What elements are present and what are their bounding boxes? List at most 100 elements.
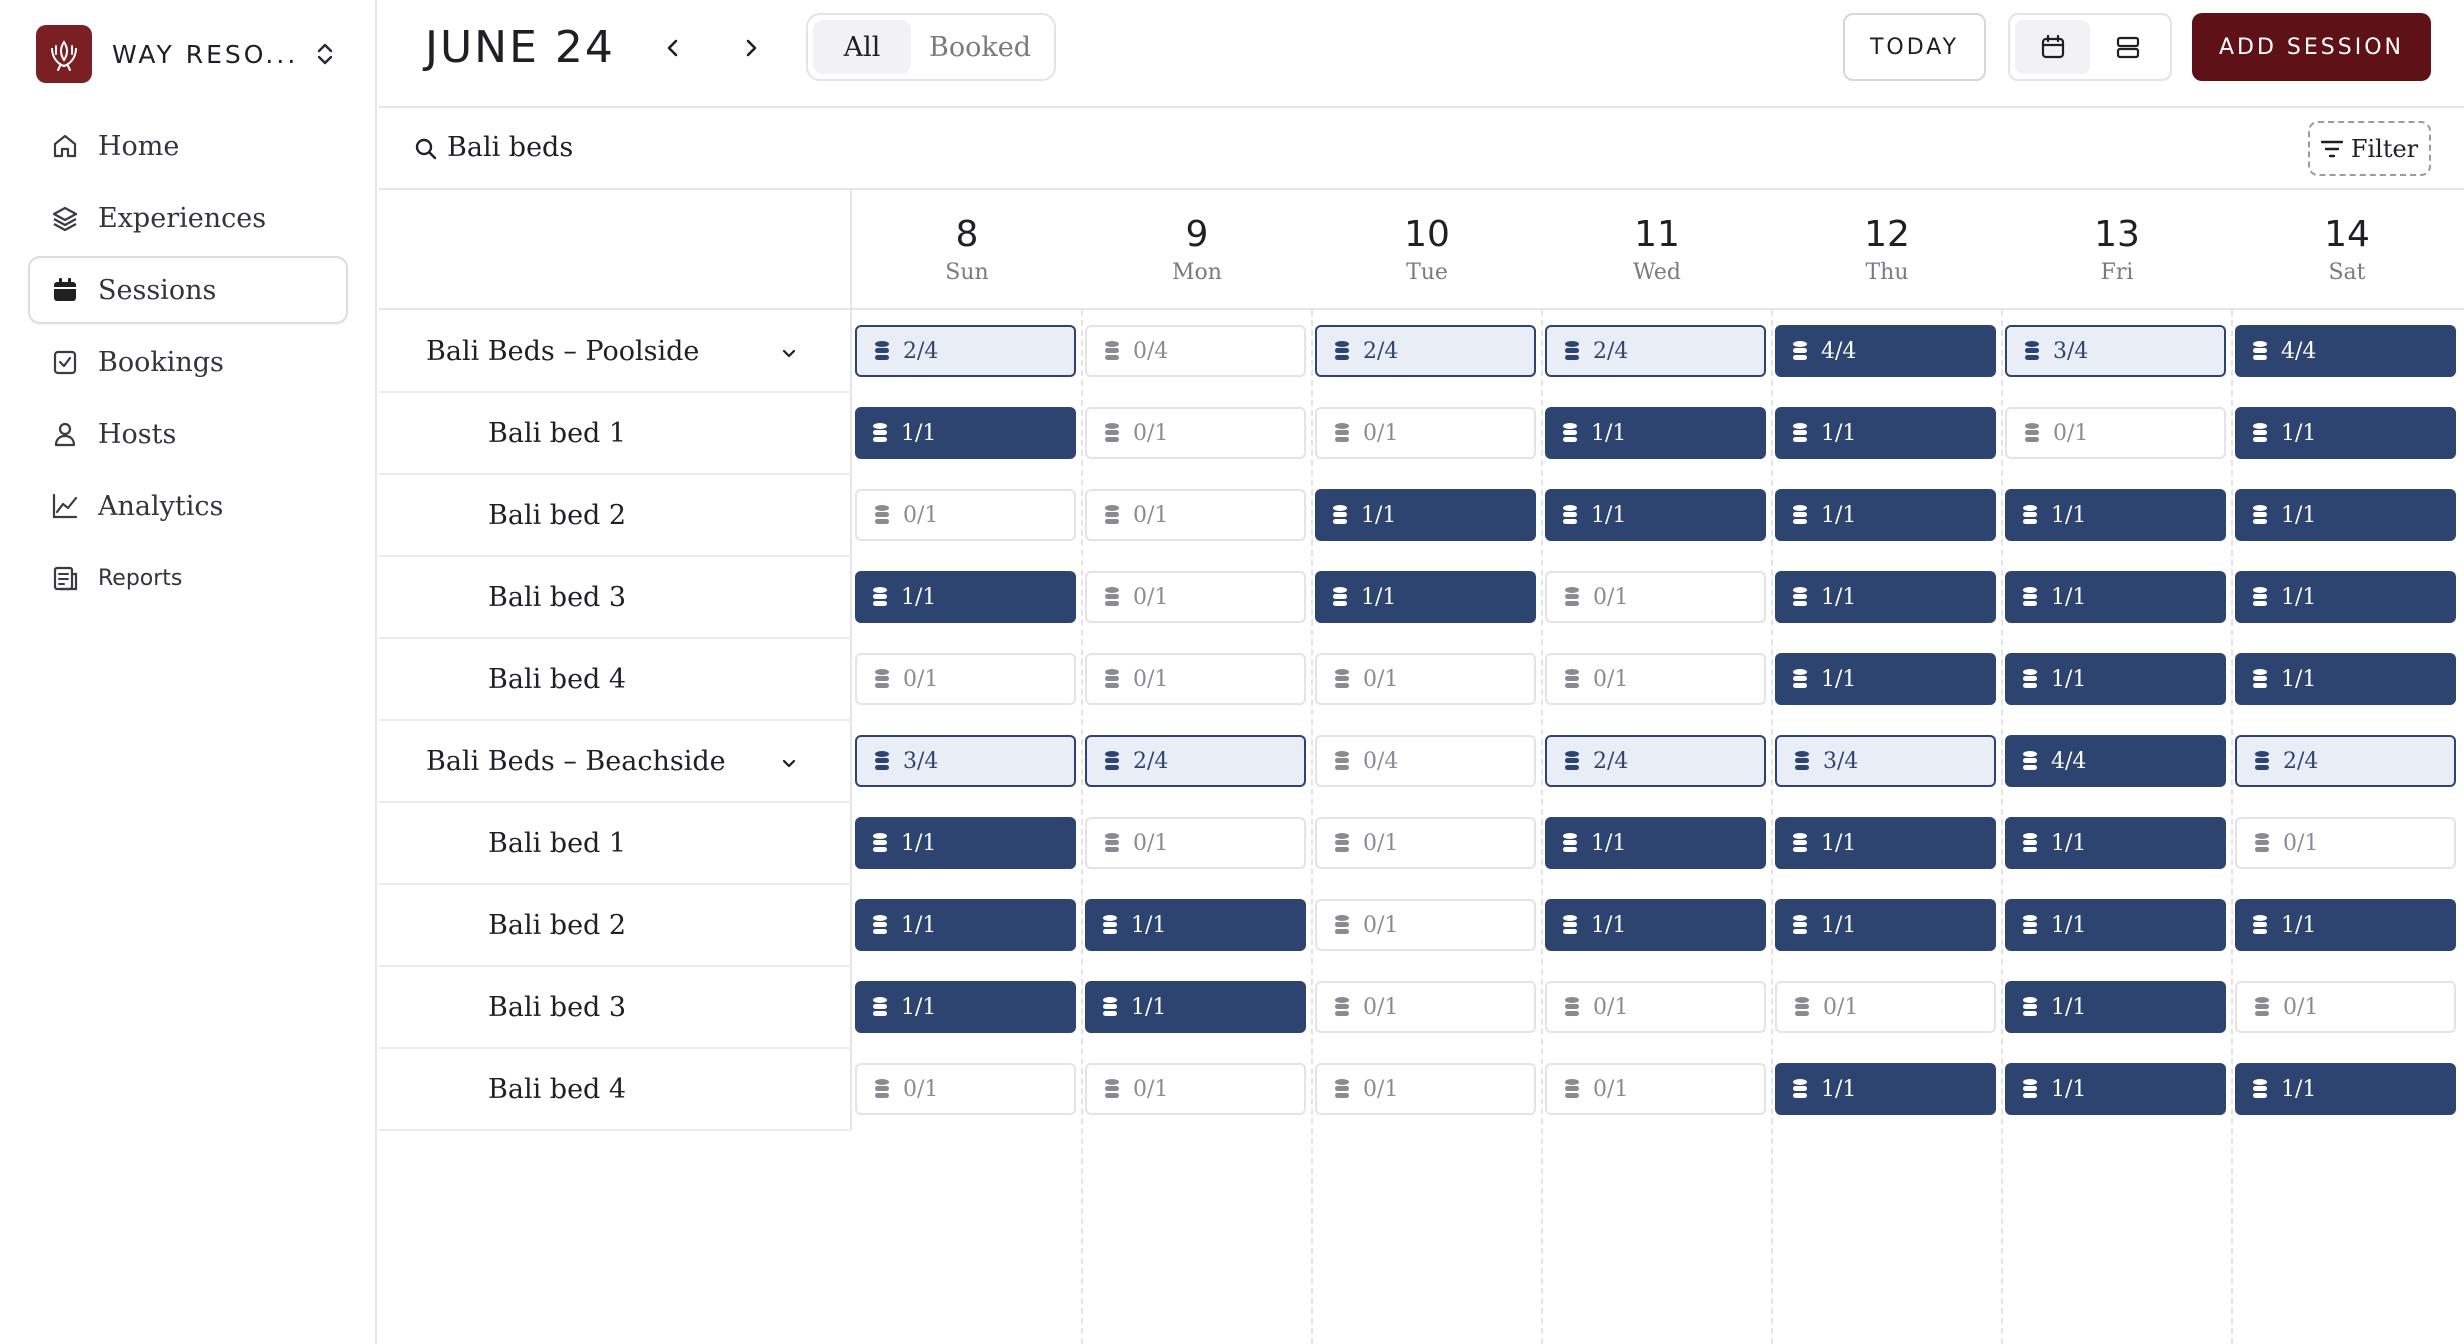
session-cell[interactable]: 0/1 [1085, 817, 1306, 869]
chevron-up-down-icon[interactable] [312, 39, 338, 69]
session-cell[interactable]: 1/1 [1315, 571, 1536, 623]
session-cell[interactable]: 0/1 [855, 1063, 1076, 1115]
session-cell[interactable]: 1/1 [2005, 571, 2226, 623]
workspace-switcher[interactable]: WAY RESO... [36, 25, 348, 83]
session-cell[interactable]: 0/1 [2235, 981, 2456, 1033]
session-cell[interactable]: 1/1 [1775, 653, 1996, 705]
session-cell[interactable]: 0/1 [2005, 407, 2226, 459]
day-number: 13 [2094, 214, 2140, 255]
list-view-button[interactable] [2090, 20, 2165, 74]
session-cell[interactable]: 1/1 [1545, 407, 1766, 459]
day-name: Wed [1633, 260, 1681, 285]
session-cell[interactable]: 0/1 [1315, 1063, 1536, 1115]
session-cell[interactable]: 1/1 [855, 899, 1076, 951]
session-cell[interactable]: 1/1 [2235, 899, 2456, 951]
session-cell[interactable]: 1/1 [1775, 407, 1996, 459]
session-cell[interactable]: 1/1 [2005, 653, 2226, 705]
session-cell[interactable]: 1/1 [1775, 899, 1996, 951]
session-cell[interactable]: 1/1 [1775, 817, 1996, 869]
sidebar-item-sessions[interactable]: Sessions [28, 256, 348, 324]
session-cell[interactable]: 1/1 [1545, 489, 1766, 541]
session-cell[interactable]: 0/1 [1085, 1063, 1306, 1115]
group-session-summary[interactable]: 3/4 [2005, 325, 2226, 377]
session-cell[interactable]: 1/1 [1775, 571, 1996, 623]
session-capacity: 0/1 [1593, 666, 1629, 692]
session-cell[interactable]: 1/1 [1085, 899, 1306, 951]
stack-icon [1793, 587, 1807, 606]
session-cell[interactable]: 1/1 [2235, 407, 2456, 459]
sidebar-item-bookings[interactable]: Bookings [28, 328, 348, 396]
group-session-summary[interactable]: 4/4 [1775, 325, 1996, 377]
session-cell[interactable]: 1/1 [1085, 981, 1306, 1033]
group-session-summary[interactable]: 2/4 [1085, 735, 1306, 787]
session-capacity: 0/1 [903, 1076, 939, 1102]
session-cell[interactable]: 1/1 [2235, 489, 2456, 541]
session-cell[interactable]: 1/1 [1545, 899, 1766, 951]
session-cell[interactable]: 1/1 [2235, 1063, 2456, 1115]
session-cell[interactable]: 0/1 [1315, 653, 1536, 705]
group-session-summary[interactable]: 2/4 [2235, 735, 2456, 787]
session-capacity: 0/4 [1133, 338, 1169, 364]
session-cell[interactable]: 1/1 [855, 817, 1076, 869]
sidebar-item-hosts[interactable]: Hosts [28, 400, 348, 468]
group-session-summary[interactable]: 4/4 [2235, 325, 2456, 377]
session-cell[interactable]: 1/1 [855, 407, 1076, 459]
session-cell[interactable]: 1/1 [855, 981, 1076, 1033]
sidebar-item-reports[interactable]: Reports [28, 544, 348, 612]
session-cell[interactable]: 1/1 [2235, 653, 2456, 705]
session-cell[interactable]: 0/1 [1085, 653, 1306, 705]
group-session-summary[interactable]: 2/4 [1545, 325, 1766, 377]
session-cell[interactable]: 1/1 [2005, 899, 2226, 951]
session-cell[interactable]: 0/1 [1315, 981, 1536, 1033]
group-session-summary[interactable]: 3/4 [1775, 735, 1996, 787]
session-cell[interactable]: 0/1 [1775, 981, 1996, 1033]
today-button[interactable]: TODAY [1843, 13, 1986, 81]
session-cell[interactable]: 0/1 [855, 489, 1076, 541]
session-cell[interactable]: 0/1 [1315, 407, 1536, 459]
group-session-summary[interactable]: 0/4 [1315, 735, 1536, 787]
session-cell[interactable]: 1/1 [855, 571, 1076, 623]
next-week-button[interactable] [729, 26, 773, 70]
session-cell[interactable]: 1/1 [2005, 981, 2226, 1033]
session-cell[interactable]: 0/1 [1545, 981, 1766, 1033]
chevron-down-icon[interactable] [778, 340, 800, 362]
group-session-summary[interactable]: 4/4 [2005, 735, 2226, 787]
filter-all-button[interactable]: All [813, 20, 911, 74]
session-cell[interactable]: 1/1 [2005, 1063, 2226, 1115]
chevron-down-icon[interactable] [778, 750, 800, 772]
session-cell[interactable]: 0/1 [1085, 571, 1306, 623]
session-cell[interactable]: 0/1 [1545, 571, 1766, 623]
sidebar-item-home[interactable]: Home [28, 112, 348, 180]
filter-booked-button[interactable]: Booked [929, 31, 1031, 63]
session-cell[interactable]: 1/1 [2235, 571, 2456, 623]
session-cell[interactable]: 0/1 [1085, 489, 1306, 541]
stack-icon [1105, 587, 1119, 606]
session-cell[interactable]: 0/1 [1315, 817, 1536, 869]
group-session-summary[interactable]: 2/4 [1545, 735, 1766, 787]
previous-week-button[interactable] [651, 26, 695, 70]
session-cell[interactable]: 0/1 [855, 653, 1076, 705]
group-session-summary[interactable]: 3/4 [855, 735, 1076, 787]
resource-group-label[interactable]: Bali Beds – Poolside [426, 310, 826, 392]
group-session-summary[interactable]: 2/4 [855, 325, 1076, 377]
session-cell[interactable]: 0/1 [2235, 817, 2456, 869]
session-cell[interactable]: 1/1 [1775, 489, 1996, 541]
session-cell[interactable]: 1/1 [1545, 817, 1766, 869]
group-session-summary[interactable]: 2/4 [1315, 325, 1536, 377]
search-input[interactable]: Bali beds [447, 132, 574, 163]
session-cell[interactable]: 1/1 [2005, 817, 2226, 869]
filter-button[interactable]: Filter [2308, 121, 2431, 176]
sidebar-item-analytics[interactable]: Analytics [28, 472, 348, 540]
sidebar-item-experiences[interactable]: Experiences [28, 184, 348, 252]
session-cell[interactable]: 1/1 [1775, 1063, 1996, 1115]
add-session-button[interactable]: ADD SESSION [2192, 13, 2431, 81]
session-cell[interactable]: 0/1 [1545, 1063, 1766, 1115]
session-cell[interactable]: 1/1 [1315, 489, 1536, 541]
calendar-view-button[interactable] [2015, 20, 2090, 74]
session-cell[interactable]: 0/1 [1545, 653, 1766, 705]
session-cell[interactable]: 1/1 [2005, 489, 2226, 541]
session-cell[interactable]: 0/1 [1085, 407, 1306, 459]
group-session-summary[interactable]: 0/4 [1085, 325, 1306, 377]
resource-group-label[interactable]: Bali Beds – Beachside [426, 720, 826, 802]
session-cell[interactable]: 0/1 [1315, 899, 1536, 951]
